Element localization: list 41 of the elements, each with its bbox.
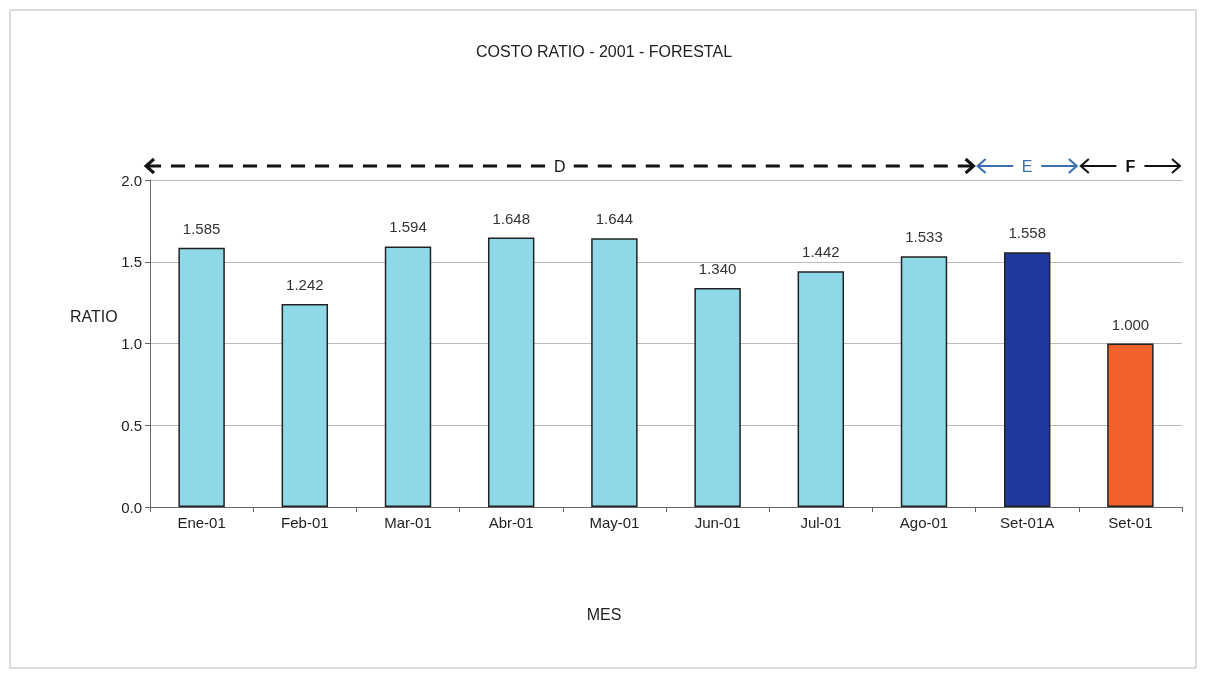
y-tick-label: 1.0	[121, 335, 142, 352]
bar	[1003, 252, 1051, 507]
bar	[900, 256, 948, 507]
x-tick-label: Jul-01	[800, 514, 842, 531]
chart-title: COSTO RATIO - 2001 - FORESTAL	[475, 42, 733, 60]
data-label: 1.242	[286, 275, 324, 293]
x-axis-title: MES	[586, 605, 622, 623]
y-tick-label: 0.0	[121, 498, 142, 516]
x-tick-label: Set-01A	[1000, 514, 1055, 531]
data-label: 1.533	[905, 228, 943, 246]
data-label: 1.000	[1111, 315, 1150, 333]
bar	[591, 238, 638, 507]
x-tick-label: Abr-01	[488, 514, 534, 531]
y-tick-label: 0.5	[121, 416, 142, 434]
bar	[384, 246, 432, 507]
y-axis-title: RATIO	[70, 307, 118, 325]
x-tick-label: Mar-01	[384, 514, 432, 531]
text: F	[1125, 157, 1136, 175]
bar	[797, 271, 845, 507]
bar	[487, 237, 535, 507]
bar	[178, 247, 225, 507]
x-tick-label: Ene-01	[177, 514, 226, 531]
bar	[1107, 343, 1154, 507]
data-label: 1.594	[389, 218, 427, 236]
x-tick-label: May-01	[589, 514, 640, 531]
y-tick-label: 1.5	[121, 253, 142, 271]
data-label: 1.558	[1008, 224, 1046, 242]
bar	[694, 287, 741, 507]
y-tick-label: 2.0	[121, 171, 142, 189]
data-label: 1.585	[182, 219, 221, 237]
x-tick-label: Ago-01	[899, 514, 949, 531]
x-tick-label: Set-01	[1108, 514, 1153, 531]
x-tick-label: Feb-01	[281, 514, 329, 531]
data-label: 1.442	[802, 243, 840, 261]
text: D	[554, 157, 566, 175]
x-tick-label: Jun-01	[694, 514, 741, 531]
data-label: 1.648	[492, 209, 530, 227]
data-label: 1.340	[698, 259, 737, 277]
bar	[281, 303, 329, 507]
text: E	[1021, 157, 1033, 175]
data-label: 1.644	[595, 210, 634, 228]
